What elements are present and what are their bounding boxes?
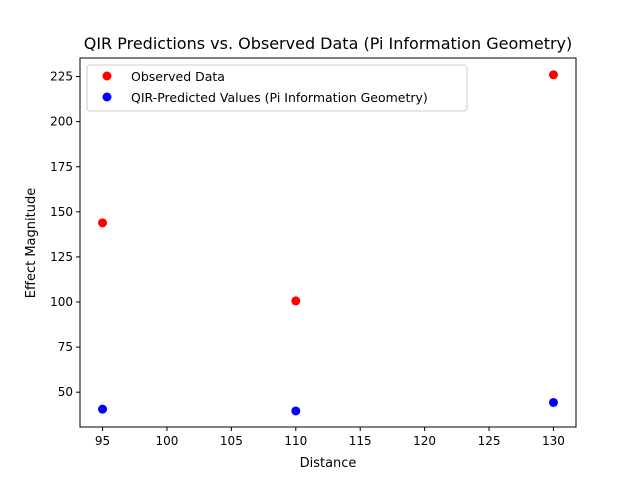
predicted-data-point (98, 404, 108, 414)
legend-box (86, 64, 468, 112)
legend-label: Observed Data (131, 69, 225, 84)
x-tick-label: 110 (284, 434, 307, 448)
y-tick-label: 175 (50, 160, 73, 174)
observed-data-point (98, 218, 108, 228)
legend-marker (102, 71, 112, 81)
y-tick-label: 150 (50, 205, 73, 219)
legend: Observed Data QIR-Predicted Values (Pi In… (86, 64, 468, 112)
y-tick-label: 225 (50, 70, 73, 84)
x-tick-label: 130 (542, 434, 565, 448)
x-axis-ticks: 95 100 105 110 115 120 125 130 (95, 427, 565, 448)
predicted-data-point (548, 397, 558, 407)
y-tick-label: 50 (58, 385, 73, 399)
legend-marker (102, 92, 112, 102)
x-axis-label: Distance (300, 456, 357, 471)
x-tick-label: 100 (156, 434, 179, 448)
y-tick-label: 200 (50, 115, 73, 129)
y-tick-label: 125 (50, 250, 73, 264)
x-tick-label: 115 (349, 434, 372, 448)
chart-title: QIR Predictions vs. Observed Data (Pi In… (84, 34, 573, 53)
legend-label: QIR-Predicted Values (Pi Information Geo… (131, 90, 428, 105)
x-tick-label: 105 (220, 434, 243, 448)
x-tick-label: 120 (413, 434, 436, 448)
y-axis-ticks: 50 75 100 125 150 175 200 225 (50, 70, 80, 399)
y-tick-label: 100 (50, 295, 73, 309)
predicted-data-point (291, 406, 301, 416)
y-axis-label: Effect Magnitude (24, 188, 39, 298)
plot-area (79, 57, 577, 428)
plot-frame (79, 57, 577, 428)
y-tick-label: 75 (58, 340, 73, 354)
x-tick-label: 125 (478, 434, 501, 448)
x-tick-label: 95 (95, 434, 110, 448)
observed-data-point (548, 70, 558, 80)
observed-data-point (291, 296, 301, 306)
data-points (98, 70, 558, 416)
